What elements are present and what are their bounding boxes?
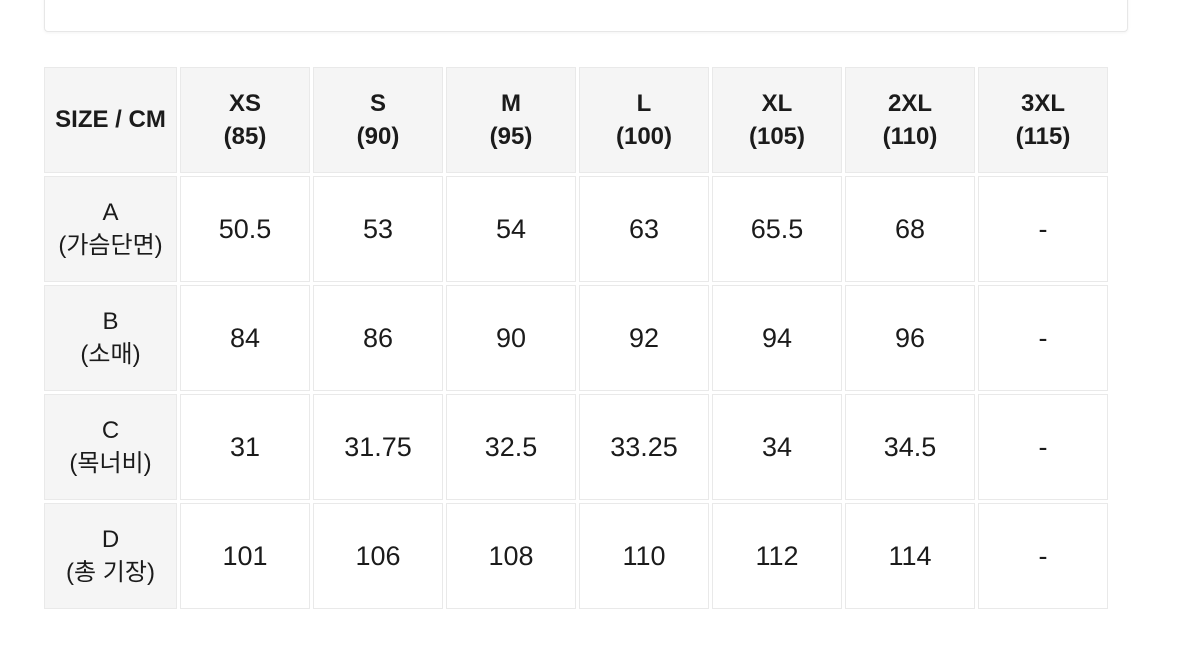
size-label: M (501, 90, 521, 117)
table-row-c: C (목너비) 31 31.75 32.5 33.25 34 34.5- (44, 394, 1108, 500)
size-sublabel: (100) (615, 123, 673, 150)
table-row-d: D (총 기장) 101 106 108 110 112 114- (44, 503, 1108, 609)
corner-header-cell: SIZE / CM (44, 67, 177, 173)
column-header-xl: XL (105) (712, 67, 842, 173)
value-cell-a-xs: 50.5 (180, 176, 310, 282)
size-label: 3XL (1020, 90, 1065, 117)
size-label: 2XL (887, 90, 932, 117)
value-cell-b-xl: 94 (712, 285, 842, 391)
measure-sublabel: (가슴단면) (58, 232, 163, 259)
value-cell-b-xs: 84 (180, 285, 310, 391)
value-cell-c-xl: 34 (712, 394, 842, 500)
value-cell-c-s: 31.75 (313, 394, 443, 500)
measure-sublabel: (목너비) (69, 450, 152, 477)
size-label: L (636, 90, 652, 117)
value-cell-d-s: 106 (313, 503, 443, 609)
size-sublabel: (105) (748, 123, 806, 150)
value-cell-c-2xl: 34.5 (845, 394, 975, 500)
value-cell-b-3xl: - (978, 285, 1108, 391)
value-cell-a-3xl: - (978, 176, 1108, 282)
table-header-row: SIZE / CM XS (85) S (90) M (95) L (100) XL (105) 2… (44, 67, 1108, 173)
top-panel-cutoff (44, 0, 1128, 32)
value-cell-c-m: 32.5 (446, 394, 576, 500)
size-sublabel: (110) (882, 123, 938, 150)
column-header-3xl: 3XL (115) (978, 67, 1108, 173)
value-cell-a-xl: 65.5 (712, 176, 842, 282)
value-cell-d-2xl: 114 (845, 503, 975, 609)
row-header-d: D (총 기장) (44, 503, 177, 609)
value-cell-b-2xl: 96 (845, 285, 975, 391)
value-cell-c-xs: 31 (180, 394, 310, 500)
size-label: S (369, 90, 386, 117)
value-cell-a-s: 53 (313, 176, 443, 282)
value-cell-a-m: 54 (446, 176, 576, 282)
value-cell-c-l: 33.25 (579, 394, 709, 500)
value-cell-d-xs: 101 (180, 503, 310, 609)
table-row-b: B (소매) 84 86 90 92 94 96- (44, 285, 1108, 391)
row-header-a: A (가슴단면) (44, 176, 177, 282)
column-header-xs: XS (85) (180, 67, 310, 173)
measure-label: D (101, 526, 120, 553)
size-label: XL (761, 90, 793, 117)
column-header-m: M (95) (446, 67, 576, 173)
measure-sublabel: (소매) (80, 341, 141, 368)
measure-sublabel: (총 기장) (66, 559, 155, 586)
value-cell-b-s: 86 (313, 285, 443, 391)
column-header-s: S (90) (313, 67, 443, 173)
value-cell-a-l: 63 (579, 176, 709, 282)
size-label: XS (228, 90, 261, 117)
value-cell-d-l: 110 (579, 503, 709, 609)
size-sublabel: (90) (356, 123, 400, 150)
column-header-l: L (100) (579, 67, 709, 173)
measure-label: C (101, 417, 120, 444)
value-cell-d-m: 108 (446, 503, 576, 609)
table-row-a: A (가슴단면) 50.5 53 54 63 65.5 68- (44, 176, 1108, 282)
value-cell-d-3xl: - (978, 503, 1108, 609)
size-sublabel: (85) (223, 123, 267, 150)
value-cell-b-l: 92 (579, 285, 709, 391)
size-chart-table: SIZE / CM XS (85) S (90) M (95) L (100) XL (105) 2… (41, 64, 1111, 612)
value-cell-c-3xl: - (978, 394, 1108, 500)
value-cell-d-xl: 112 (712, 503, 842, 609)
value-cell-b-m: 90 (446, 285, 576, 391)
size-sublabel: (95) (489, 123, 533, 150)
measure-label: B (102, 308, 119, 335)
measure-label: A (102, 199, 119, 226)
row-header-c: C (목너비) (44, 394, 177, 500)
value-cell-a-2xl: 68 (845, 176, 975, 282)
column-header-2xl: 2XL (110) (845, 67, 975, 173)
size-sublabel: (115) (1015, 123, 1071, 150)
row-header-b: B (소매) (44, 285, 177, 391)
